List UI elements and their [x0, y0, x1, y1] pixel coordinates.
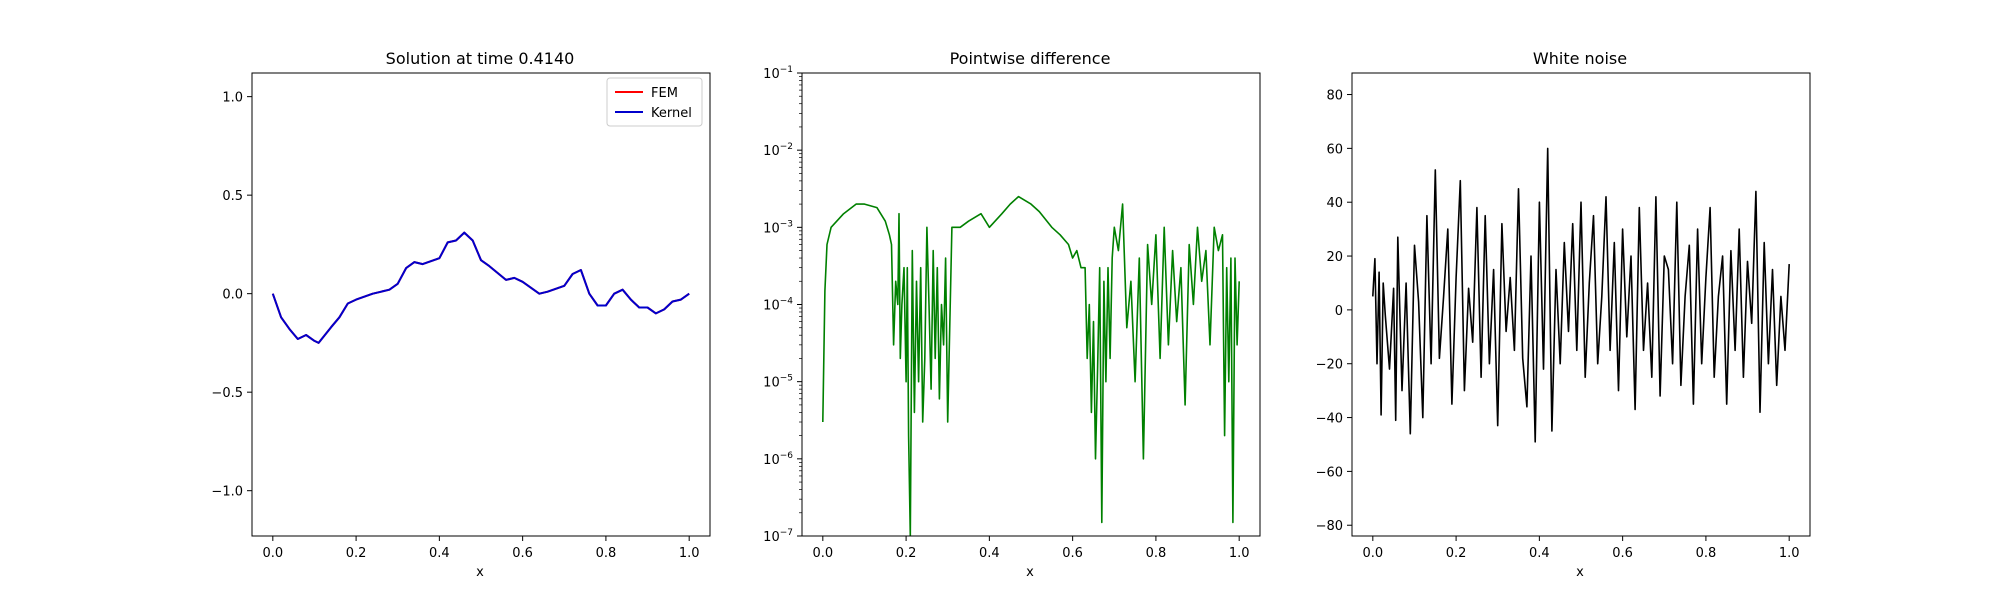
- solution-panel: Solution at time 0.4140 x 0.0 0.2 0.4 0.6 0.…: [211, 49, 711, 580]
- white-noise-y-tick-label: 20: [1326, 250, 1343, 265]
- difference-y-tick-label: 10−4: [763, 297, 793, 314]
- solution-y-tick-label: 1.0: [222, 91, 243, 106]
- white-noise-y-tick-label: 40: [1326, 196, 1343, 211]
- solution-y-tick-label: 0.0: [222, 288, 243, 303]
- difference-panel-title: Pointwise difference: [950, 49, 1111, 68]
- white-noise-y-tick-label: −60: [1316, 465, 1343, 480]
- white-noise-series-line-data-0: [1372, 147, 1790, 443]
- difference-y-tick-label: 10−1: [763, 65, 793, 82]
- difference-series-line-data-0: [822, 195, 1240, 536]
- difference-x-tick-label: 0.0: [812, 546, 833, 561]
- white-noise-panel-title: White noise: [1533, 49, 1627, 68]
- difference-y-tick-label: 10−6: [763, 451, 793, 468]
- solution-series-line-kernel-1: [271, 231, 690, 344]
- legend-frame: [606, 77, 703, 127]
- white-noise-x-tick-label: 0.8: [1696, 546, 1717, 561]
- solution-panel-plot-area: 0.0 0.2 0.4 0.6 0.8 1.0 −1.0 −0.5 0.0 0.5 1.0: [211, 72, 711, 561]
- difference-panel: Pointwise difference x 0.0 0.2 0.4 0.6 0.8 1.…: [763, 49, 1261, 580]
- solution-x-tick-label: 0.8: [596, 546, 617, 561]
- solution-x-tick-label: 0.6: [512, 546, 533, 561]
- difference-series-group: [822, 195, 1240, 536]
- difference-x-tick-label: 0.4: [979, 546, 1000, 561]
- solution-panel-legend: FEM Kernel: [606, 77, 703, 127]
- legend-label-kernel: Kernel: [651, 106, 692, 121]
- difference-x-tick-label: 1.0: [1229, 546, 1250, 561]
- white-noise-panel-plot-area: 0.0 0.2 0.4 0.6 0.8 1.0 −80 −60 −40 −20 0 20 40 60 80: [1316, 72, 1811, 561]
- solution-y-tick-label: 0.5: [222, 189, 243, 204]
- solution-axes-frame: [251, 72, 711, 537]
- white-noise-y-tick-label: −40: [1316, 412, 1343, 427]
- white-noise-y-tick-label: 0: [1335, 304, 1343, 319]
- solution-x-tick-label: 0.4: [429, 546, 450, 561]
- difference-y-tick-label: 10−2: [763, 142, 793, 159]
- difference-panel-plot-area: 0.0 0.2 0.4 0.6 0.8 1.0 10−7 10−6 10−5 10−4 10−3 10…: [763, 65, 1261, 561]
- solution-panel-x-axis-label: x: [476, 565, 484, 580]
- solution-x-tick-label: 0.2: [346, 546, 367, 561]
- white-noise-x-tick-label: 0.4: [1529, 546, 1550, 561]
- solution-x-tick-label: 0.0: [262, 546, 283, 561]
- white-noise-panel-x-axis-label: x: [1576, 565, 1584, 580]
- white-noise-x-tick-label: 0.6: [1612, 546, 1633, 561]
- legend-label-fem: FEM: [651, 86, 678, 101]
- white-noise-panel: White noise x 0.0 0.2 0.4 0.6 0.8 1.0 −80 −60 −4…: [1316, 49, 1811, 580]
- solution-y-tick-label: −1.0: [211, 485, 243, 500]
- white-noise-y-tick-label: 60: [1326, 142, 1343, 157]
- white-noise-x-tick-label: 1.0: [1779, 546, 1800, 561]
- white-noise-y-tick-label: −20: [1316, 358, 1343, 373]
- solution-panel-title: Solution at time 0.4140: [386, 49, 575, 68]
- white-noise-y-tick-label: 80: [1326, 89, 1343, 104]
- difference-y-tick-label: 10−7: [763, 528, 793, 545]
- white-noise-series-group: [1372, 147, 1790, 443]
- white-noise-y-tick-label: −80: [1316, 519, 1343, 534]
- solution-y-tick-label: −0.5: [211, 386, 243, 401]
- solution-series-group: [271, 231, 690, 344]
- white-noise-x-tick-label: 0.2: [1446, 546, 1467, 561]
- difference-panel-x-axis-label: x: [1026, 565, 1034, 580]
- difference-x-tick-label: 0.6: [1062, 546, 1083, 561]
- difference-y-tick-label: 10−3: [763, 219, 793, 236]
- white-noise-x-tick-label: 0.0: [1362, 546, 1383, 561]
- white-noise-axes-frame: [1351, 72, 1811, 537]
- solution-x-tick-label: 1.0: [679, 546, 700, 561]
- difference-x-tick-label: 0.8: [1146, 546, 1167, 561]
- difference-x-tick-label: 0.2: [896, 546, 917, 561]
- difference-y-tick-label: 10−5: [763, 374, 793, 391]
